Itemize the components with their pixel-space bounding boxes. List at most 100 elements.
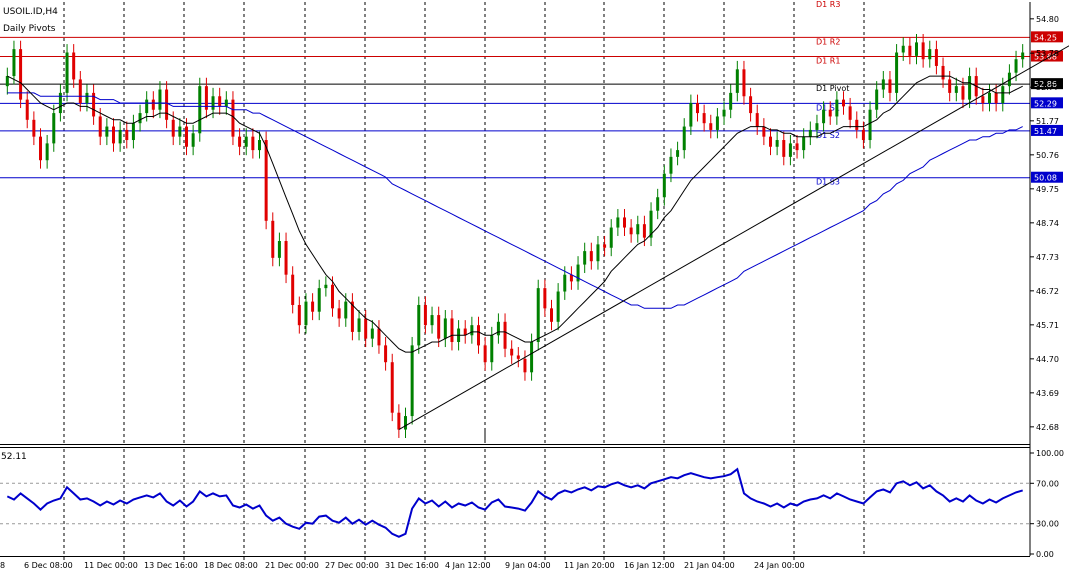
x-tick-label: 21 Jan 04:00 xyxy=(684,561,735,570)
candle-body xyxy=(715,116,719,130)
y-tick-label: 54.80 xyxy=(1036,15,1059,24)
candle-body xyxy=(277,241,281,258)
pivot-price-tag-box xyxy=(1031,50,1063,62)
candle-body xyxy=(291,274,295,305)
candle-body xyxy=(58,92,62,114)
x-tick-label: 11 Dec 00:00 xyxy=(84,561,138,570)
candle-body xyxy=(550,308,553,322)
candle-body xyxy=(868,109,872,141)
candle-body xyxy=(609,227,613,248)
candle-body xyxy=(802,136,806,151)
candle-body xyxy=(78,79,82,103)
candle-body xyxy=(165,89,169,120)
candle-body xyxy=(636,224,640,235)
pivot-price-tag-box xyxy=(1031,97,1063,109)
candle-body xyxy=(649,210,653,238)
candle-body xyxy=(404,416,407,430)
candle-body xyxy=(45,143,49,161)
candle-body xyxy=(928,49,932,60)
candle-body xyxy=(211,96,215,110)
x-tick-label: 27 Dec 00:00 xyxy=(325,561,379,570)
pivot-label: D1 S2 xyxy=(816,131,840,140)
pivot-label: D1 R3 xyxy=(816,0,840,9)
candle-body xyxy=(158,89,162,110)
candle-body xyxy=(516,355,520,359)
candle-body xyxy=(25,99,29,120)
slow-moving-average-line xyxy=(7,92,1023,309)
candle-body xyxy=(437,315,441,339)
candle-body xyxy=(782,140,786,157)
candle-body xyxy=(510,348,514,356)
candle-body xyxy=(284,241,288,275)
candle-body xyxy=(370,328,374,339)
candle-body xyxy=(855,119,859,130)
y-tick-label: 49.75 xyxy=(1036,185,1059,194)
y-tick-label: 46.72 xyxy=(1036,287,1059,296)
candle-body xyxy=(324,284,328,289)
candle-body xyxy=(795,143,799,151)
candle-body xyxy=(198,86,202,134)
rsi-tick-label: 30.00 xyxy=(1036,520,1059,529)
candle-body xyxy=(576,264,580,282)
candle-body xyxy=(337,308,341,319)
candle-body xyxy=(477,325,480,346)
candle-body xyxy=(968,76,972,100)
pivot-label: D1 S3 xyxy=(816,178,840,187)
candle-body xyxy=(901,45,905,53)
candle-body xyxy=(92,92,96,117)
candle-body xyxy=(112,126,115,144)
fast-moving-average-line xyxy=(7,75,1023,353)
candle-body xyxy=(875,89,879,110)
candle-body xyxy=(304,301,308,326)
candle-body xyxy=(676,150,680,157)
candle-body xyxy=(623,217,626,228)
candle-body xyxy=(808,129,812,137)
x-tick-label: 13 Dec 16:00 xyxy=(144,561,198,570)
rsi-line xyxy=(6,467,1023,538)
candle-body xyxy=(32,119,36,137)
candle-body xyxy=(589,251,593,262)
candle-body xyxy=(742,69,746,97)
candle-body xyxy=(85,92,89,103)
candle-body xyxy=(204,86,208,110)
candle-body xyxy=(941,65,945,80)
candle-body xyxy=(105,126,109,137)
candle-body xyxy=(603,244,607,248)
candle-body xyxy=(682,126,686,151)
candle-body xyxy=(934,49,938,66)
candle-body xyxy=(835,99,839,117)
candle-body xyxy=(523,358,527,373)
candle-body xyxy=(503,321,507,349)
x-tick-label: 24 Jan 00:00 xyxy=(754,561,805,570)
candle-body xyxy=(450,318,454,343)
candle-body xyxy=(185,126,188,147)
y-tick-label: 51.77 xyxy=(1036,117,1059,126)
candle-body xyxy=(344,301,348,319)
candle-body xyxy=(251,136,255,151)
y-tick-label: 52.77 xyxy=(1036,83,1059,92)
pivot-price-tag: 51.47 xyxy=(1034,127,1057,136)
candle-body xyxy=(224,99,228,107)
y-tick-label: 53.78 xyxy=(1036,49,1059,58)
candle-body xyxy=(496,321,500,336)
candle-body xyxy=(443,318,447,339)
candle-body xyxy=(881,79,885,90)
candle-body xyxy=(556,291,560,322)
candle-body xyxy=(397,412,401,430)
candle-body xyxy=(788,143,792,157)
pivot-price-tag: 50.08 xyxy=(1034,174,1057,183)
candle-body xyxy=(72,52,76,80)
candle-body xyxy=(749,96,753,114)
candle-body xyxy=(1001,86,1005,103)
candle-body xyxy=(828,109,832,117)
candle-body xyxy=(696,102,699,114)
candle-body xyxy=(642,224,646,238)
pivot-label: D1 R2 xyxy=(816,37,840,46)
candle-body xyxy=(536,288,540,343)
indicator-label: Daily Pivots xyxy=(3,24,56,34)
candle-body xyxy=(238,136,242,147)
candle-body xyxy=(543,288,547,309)
rsi-tick-label: 0.00 xyxy=(1036,550,1054,559)
candle-body xyxy=(12,49,16,77)
